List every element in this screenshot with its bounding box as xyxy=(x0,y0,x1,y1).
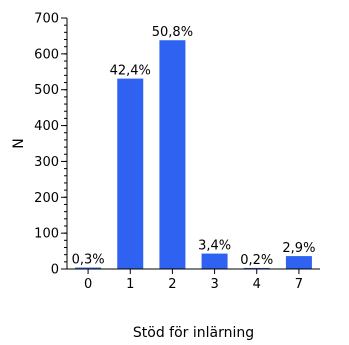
x-tick-label: 3 xyxy=(210,277,218,292)
y-tick-label: 400 xyxy=(34,119,59,134)
y-tick-label: 500 xyxy=(34,83,59,98)
data-label-0: 0,3% xyxy=(72,253,105,268)
x-axis-ticks: 0 1 2 3 4 7 xyxy=(84,269,303,292)
data-label-4: 0,2% xyxy=(240,253,273,268)
y-tick-label: 700 xyxy=(34,12,59,27)
x-tick-label: 7 xyxy=(295,277,303,292)
data-label-2: 50,8% xyxy=(152,25,193,40)
y-tick-label: 0 xyxy=(51,263,59,278)
bars xyxy=(75,40,312,269)
bar-4 xyxy=(243,267,270,269)
x-tick-label: 4 xyxy=(253,277,261,292)
y-tick-label: 300 xyxy=(34,155,59,170)
bar-3 xyxy=(201,253,228,269)
bar-1 xyxy=(117,78,144,269)
y-axis-ticks: 0 100 200 300 400 500 600 700 xyxy=(34,12,67,278)
data-label-1: 42,4% xyxy=(110,64,151,79)
x-tick-label: 2 xyxy=(168,277,176,292)
x-tick-label: 0 xyxy=(84,277,92,292)
bar-0 xyxy=(75,267,102,269)
x-tick-label: 1 xyxy=(126,277,134,292)
y-tick-label: 600 xyxy=(34,47,59,62)
data-labels: 0,3% 42,4% 50,8% 3,4% 0,2% 2,9% xyxy=(72,25,316,268)
bar-7 xyxy=(285,256,312,269)
y-tick-label: 200 xyxy=(34,191,59,206)
x-axis-title: Stöd för inlärning xyxy=(133,325,254,341)
bar-2 xyxy=(159,40,186,269)
data-label-3: 3,4% xyxy=(198,239,231,254)
y-tick-label: 100 xyxy=(34,227,59,242)
y-axis-title: N xyxy=(11,138,27,148)
data-label-7: 2,9% xyxy=(282,241,315,256)
